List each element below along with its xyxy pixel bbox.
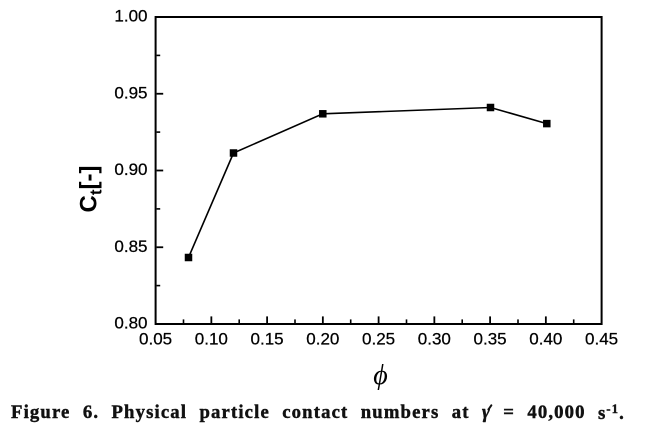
svg-text:0.30: 0.30 [418,330,451,349]
svg-text:0.40: 0.40 [529,330,562,349]
svg-text:0.85: 0.85 [114,237,147,256]
svg-text:ϕ: ϕ [373,360,388,391]
svg-text:0.25: 0.25 [362,330,395,349]
svg-text:0.80: 0.80 [114,314,147,333]
svg-text:0.95: 0.95 [114,84,147,103]
svg-text:0.35: 0.35 [474,330,507,349]
svg-text:0.10: 0.10 [195,330,228,349]
svg-text:0.05: 0.05 [139,330,172,349]
svg-text:0.15: 0.15 [251,330,284,349]
svg-text:Ct[-]: Ct[-] [76,166,106,213]
svg-text:0.90: 0.90 [114,160,147,179]
svg-text:0.20: 0.20 [306,330,339,349]
svg-text:0.45: 0.45 [585,330,618,349]
svg-text:1.00: 1.00 [114,7,147,26]
